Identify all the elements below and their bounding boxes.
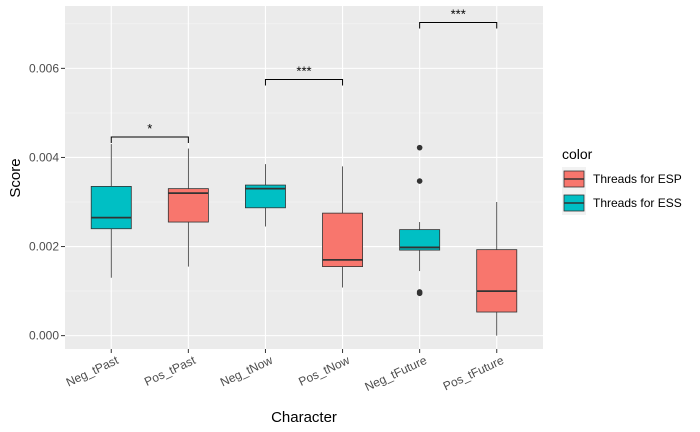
- significance-label: ***: [296, 64, 311, 79]
- box-outlier-point: [416, 144, 423, 151]
- box-iqr: [399, 229, 441, 251]
- legend: color Threads for ESP Threads for ESS: [562, 146, 682, 215]
- box-outlier-point: [416, 290, 423, 297]
- significance-bracket: [419, 21, 498, 29]
- box-outlier-point: [416, 178, 423, 184]
- x-tick-label: Neg_tFuture: [363, 353, 430, 394]
- box-iqr: [322, 212, 363, 267]
- x-tick-label: Neg_tPast: [64, 353, 121, 390]
- y-tick-label: 0.004: [29, 150, 59, 164]
- x-tick-label: Pos_tNow: [296, 353, 352, 389]
- x-tick-label: Pos_tPast: [142, 353, 198, 389]
- x-axis-title: Character: [271, 409, 337, 426]
- plot-panel: [65, 6, 543, 349]
- box-iqr: [90, 186, 132, 230]
- box-iqr: [476, 249, 518, 313]
- box-iqr: [245, 184, 286, 209]
- x-tick-label: Neg_tNow: [218, 353, 275, 390]
- significance-bracket: [110, 136, 189, 143]
- significance-annotations: *******: [110, 6, 498, 143]
- y-tick-label: 0.006: [29, 61, 59, 75]
- x-tick-label: Pos_tFuture: [441, 353, 506, 393]
- legend-label-ess: Threads for ESS: [593, 196, 682, 210]
- legend-title: color: [562, 146, 593, 162]
- box-marks: [90, 144, 518, 336]
- significance-bracket: [264, 79, 344, 86]
- box-iqr: [167, 188, 209, 223]
- y-axis-title: Score: [7, 158, 24, 197]
- significance-label: *: [147, 121, 152, 136]
- significance-label: ***: [451, 6, 466, 21]
- y-tick-label: 0.002: [29, 240, 59, 254]
- legend-label-esp: Threads for ESP: [593, 172, 682, 186]
- y-tick-label: 0.000: [29, 329, 59, 343]
